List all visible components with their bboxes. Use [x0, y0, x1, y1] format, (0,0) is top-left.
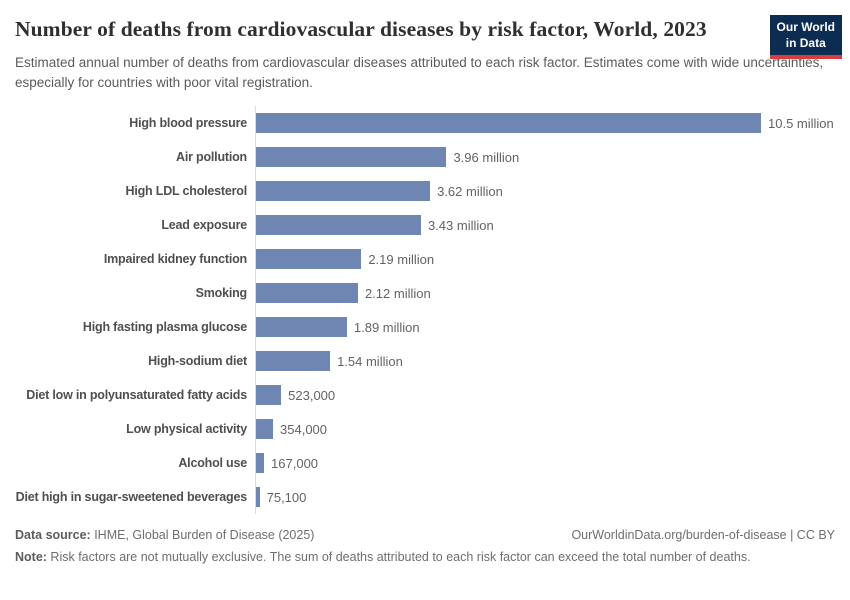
- bar: [256, 283, 358, 304]
- data-source-prefix: Data source:: [15, 528, 91, 543]
- value-label: 2.12 million: [364, 285, 431, 301]
- bar-row: High fasting plasma glucose 1.89 million: [15, 310, 835, 345]
- plot-area: 3.43 million: [255, 208, 835, 243]
- chart-note: Note: Risk factors are not mutually excl…: [15, 548, 835, 567]
- plot-area: 3.96 million: [255, 140, 835, 175]
- bar-row: Alcohol use 167,000: [15, 446, 835, 481]
- plot-area: 354,000: [255, 412, 835, 447]
- value-label: 75,100: [266, 489, 307, 505]
- category-label: High fasting plasma glucose: [82, 320, 247, 335]
- category-label: Low physical activity: [126, 422, 247, 437]
- bar: [256, 147, 447, 168]
- license-label: CC BY: [796, 528, 835, 543]
- category-label: High blood pressure: [129, 116, 247, 131]
- bar-row: Air pollution 3.96 million: [15, 140, 835, 175]
- plot-area: 10.5 million: [255, 106, 835, 141]
- value-label: 10.5 million: [768, 115, 834, 131]
- data-source: Data source: IHME, Global Burden of Dise…: [15, 526, 314, 545]
- bar-row: Diet low in polyunsaturated fatty acids 5…: [15, 378, 835, 413]
- owid-logo[interactable]: Our World in Data: [769, 15, 842, 60]
- plot-area: 167,000: [255, 446, 835, 481]
- category-label: High-sodium diet: [148, 354, 247, 369]
- category-label: Impaired kidney function: [103, 252, 247, 267]
- bar: [256, 453, 265, 474]
- category-label: Smoking: [195, 286, 248, 301]
- value-label: 3.62 million: [437, 183, 503, 199]
- chart-header: Number of deaths from cardiovascular dis…: [15, 14, 842, 93]
- category-label: Diet high in sugar-sweetened beverages: [15, 490, 248, 505]
- plot-area: 1.89 million: [255, 310, 835, 345]
- bar: [256, 487, 260, 508]
- bar-row: High LDL cholesterol 3.62 million: [15, 174, 835, 209]
- category-label: High LDL cholesterol: [125, 184, 248, 199]
- bar: [256, 317, 347, 338]
- bar-row: Low physical activity 354,000: [15, 412, 835, 447]
- plot-area: 1.54 million: [255, 344, 835, 379]
- bar-row: Smoking 2.12 million: [15, 276, 835, 311]
- chart-subtitle: Estimated annual number of deaths from c…: [15, 54, 824, 91]
- license-separator: |: [786, 528, 797, 543]
- owid-logo-line1: Our World: [776, 20, 835, 34]
- value-label: 2.19 million: [368, 251, 435, 267]
- note-text: Risk factors are not mutually exclusive.…: [46, 550, 751, 565]
- bar: [256, 419, 274, 440]
- bar-row: Lead exposure 3.43 million: [15, 208, 835, 243]
- bar: [256, 351, 331, 372]
- chart-footer: Data source: IHME, Global Burden of Dise…: [15, 526, 835, 567]
- value-label: 354,000: [280, 421, 328, 437]
- bar: [256, 385, 282, 406]
- bar-chart: High blood pressure 10.5 million Air pollu…: [15, 106, 835, 515]
- value-label: 1.54 million: [337, 353, 403, 369]
- bar: [256, 249, 362, 270]
- bar: [256, 215, 421, 236]
- bar: [256, 181, 431, 202]
- bar-row: High blood pressure 10.5 million: [15, 106, 835, 141]
- note-prefix: Note:: [15, 550, 47, 565]
- owid-logo-line2: in Data: [785, 35, 826, 50]
- value-label: 3.96 million: [453, 149, 520, 165]
- plot-area: 75,100: [255, 480, 835, 515]
- value-label: 523,000: [288, 387, 336, 403]
- category-label: Lead exposure: [161, 218, 247, 233]
- value-label: 167,000: [271, 455, 319, 471]
- footer-credits: OurWorldinData.org/burden-of-disease | C…: [571, 526, 835, 545]
- chart-export: Number of deaths from cardiovascular dis…: [15, 14, 842, 567]
- plot-area: 523,000: [255, 378, 835, 413]
- value-label: 3.43 million: [427, 217, 494, 233]
- owid-url-link[interactable]: OurWorldinData.org/burden-of-disease: [571, 528, 787, 543]
- bar-row: High-sodium diet 1.54 million: [15, 344, 835, 379]
- category-label: Diet low in polyunsaturated fatty acids: [26, 388, 247, 403]
- chart-title: Number of deaths from cardiovascular dis…: [15, 17, 707, 41]
- category-label: Air pollution: [176, 150, 247, 165]
- bar-row: Impaired kidney function 2.19 million: [15, 242, 835, 277]
- data-source-text: IHME, Global Burden of Disease (2025): [90, 528, 315, 543]
- bar: [256, 113, 761, 134]
- plot-area: 2.19 million: [255, 242, 835, 277]
- bar-row: Diet high in sugar-sweetened beverages 75…: [15, 480, 835, 515]
- plot-area: 3.62 million: [255, 174, 835, 209]
- category-label: Alcohol use: [178, 456, 247, 471]
- plot-area: 2.12 million: [255, 276, 835, 311]
- value-label: 1.89 million: [353, 319, 420, 335]
